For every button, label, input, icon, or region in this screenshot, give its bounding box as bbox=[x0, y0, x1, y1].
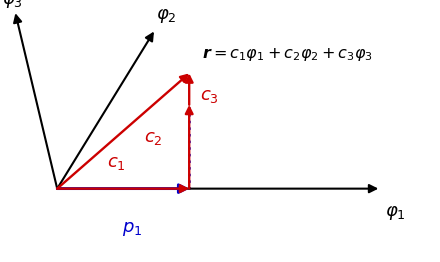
Text: $\varphi_2$: $\varphi_2$ bbox=[156, 7, 177, 25]
Text: $p_1$: $p_1$ bbox=[122, 220, 142, 238]
Text: $\varphi_1$: $\varphi_1$ bbox=[385, 204, 406, 222]
Text: $c_2$: $c_2$ bbox=[144, 129, 163, 146]
Text: $\boldsymbol{r} = c_1\varphi_1 + c_2\varphi_2 + c_3\varphi_3$: $\boldsymbol{r} = c_1\varphi_1 + c_2\var… bbox=[202, 46, 373, 63]
Text: $\varphi_3$: $\varphi_3$ bbox=[2, 0, 23, 10]
Text: $c_1$: $c_1$ bbox=[107, 154, 126, 172]
Text: $c_3$: $c_3$ bbox=[200, 87, 219, 105]
